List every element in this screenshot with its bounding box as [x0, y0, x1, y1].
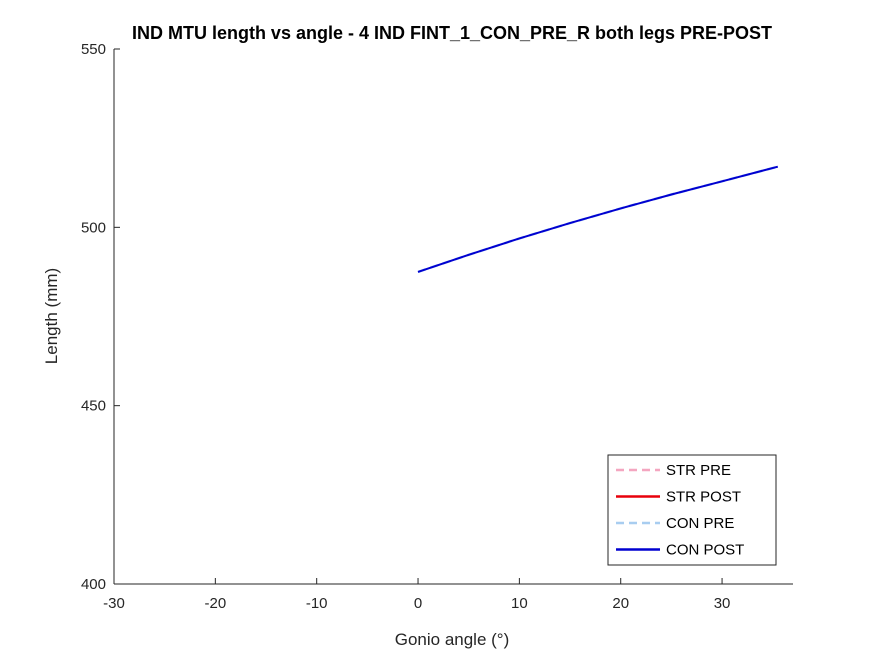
- x-axis-label: Gonio angle (°): [395, 630, 510, 649]
- y-tick-label: 500: [81, 219, 106, 236]
- y-axis-label: Length (mm): [42, 268, 61, 364]
- y-tick-label: 550: [81, 41, 106, 58]
- legend-entry: CON POST: [616, 542, 744, 559]
- legend-label: CON PRE: [666, 515, 734, 532]
- series-line-con-post: [417, 165, 779, 273]
- ticks: -30 -20 -10 0 10 20 30 400 450 500 550: [81, 41, 730, 612]
- x-tick-label: -30: [103, 595, 125, 612]
- x-tick-label: -20: [204, 595, 226, 612]
- x-tick-label: -10: [306, 595, 328, 612]
- x-tick-label: 10: [511, 595, 528, 612]
- y-tick-label: 450: [81, 398, 106, 415]
- x-tick-label: 20: [612, 595, 629, 612]
- series-layer: [417, 165, 779, 274]
- x-tick-label: 30: [714, 595, 731, 612]
- chart-title: IND MTU length vs angle - 4 IND FINT_1_C…: [132, 23, 772, 43]
- legend-entry: STR PRE: [616, 462, 731, 479]
- x-tick-label: 0: [414, 595, 422, 612]
- axes: [113, 49, 793, 585]
- legend: STR PRE STR POST CON PRE CON POST: [607, 454, 777, 566]
- legend-label: CON POST: [666, 542, 744, 559]
- legend-label: STR POST: [666, 489, 741, 506]
- legend-entry: STR POST: [616, 489, 741, 506]
- legend-label: STR PRE: [666, 462, 731, 479]
- legend-entry: CON PRE: [616, 515, 734, 532]
- legend-box: [607, 454, 777, 566]
- y-tick-label: 400: [81, 576, 106, 593]
